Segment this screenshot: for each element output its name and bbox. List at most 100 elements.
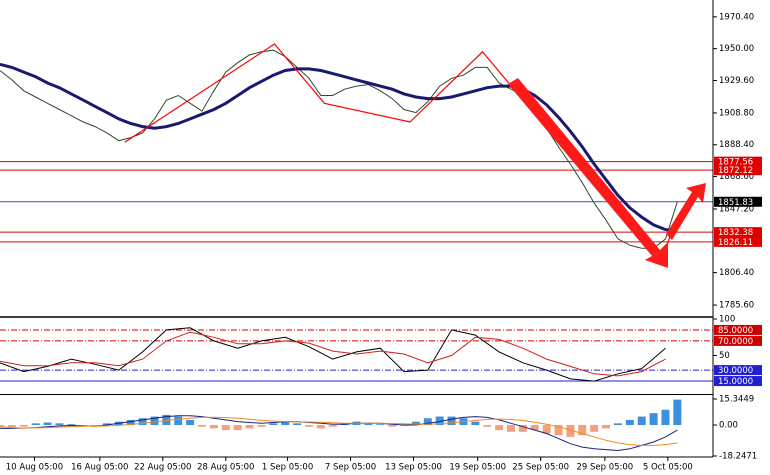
- histogram-bar: [31, 423, 40, 426]
- histogram-bar: [411, 421, 420, 426]
- histogram-bar: [554, 425, 563, 436]
- histogram-bar: [198, 425, 207, 427]
- trend-arrow-down: [508, 78, 668, 268]
- level-label: 1832.38: [718, 228, 753, 238]
- histogram-bar: [673, 399, 682, 426]
- histogram-bar: [245, 425, 254, 429]
- y-tick-label: 1785.60: [719, 301, 754, 311]
- histogram-bar: [257, 425, 266, 427]
- histogram-bar: [7, 425, 16, 428]
- series-line: [0, 49, 678, 249]
- histogram-bar: [661, 409, 670, 426]
- level-label-box: [714, 227, 762, 238]
- x-tick-label: 10 Aug 05:00: [6, 463, 63, 473]
- level-label: 70.0000: [718, 337, 753, 347]
- histogram-bar: [328, 425, 337, 427]
- series-line: [0, 415, 678, 452]
- y-tick-label: 1847.20: [719, 205, 754, 215]
- y-tick-label: 15.3449: [719, 395, 754, 405]
- series-line: [0, 327, 666, 382]
- histogram-bar: [483, 425, 492, 427]
- histogram-bar: [221, 425, 230, 431]
- histogram-bar: [43, 422, 52, 426]
- x-tick-label: 25 Sep 05:00: [512, 463, 569, 473]
- histogram-bar: [506, 425, 515, 432]
- histogram-bar: [602, 425, 611, 429]
- level-label: 85.0000: [718, 326, 753, 336]
- level-label-box: [714, 196, 762, 207]
- y-tick-label: 50: [719, 351, 730, 361]
- histogram-bar: [376, 424, 385, 426]
- x-tick-label: 16 Aug 05:00: [71, 463, 128, 473]
- histogram-bar: [55, 423, 64, 426]
- histogram-bar: [530, 425, 539, 431]
- x-tick-label: 7 Sep 05:00: [325, 463, 376, 473]
- histogram-bar: [542, 425, 551, 434]
- histogram-bar: [566, 425, 575, 437]
- histogram-bar: [590, 425, 599, 432]
- y-tick-label: 1950.00: [719, 44, 754, 54]
- histogram-bar: [495, 425, 504, 431]
- histogram-bar: [304, 425, 313, 427]
- trend-arrow-up: [666, 183, 706, 240]
- histogram-bar: [174, 416, 183, 426]
- x-tick-label: 29 Sep 05:00: [576, 463, 633, 473]
- histogram-bar: [578, 425, 587, 436]
- series-line: [0, 331, 666, 377]
- histogram-bar: [625, 419, 634, 426]
- histogram-bar: [138, 418, 147, 426]
- histogram-bar: [471, 421, 480, 426]
- histogram-bar: [126, 419, 135, 426]
- y-tick-label: 1868.00: [719, 172, 754, 182]
- level-label-box: [714, 365, 762, 376]
- y-tick-label: 100: [719, 315, 735, 325]
- x-tick-label: 28 Aug 05:00: [197, 463, 254, 473]
- x-tick-label: 5 Oct 05:00: [643, 463, 693, 473]
- histogram-bar: [0, 425, 4, 427]
- histogram-bar: [293, 423, 302, 426]
- x-tick-label: 22 Aug 05:00: [134, 463, 191, 473]
- histogram-bar: [162, 414, 171, 426]
- histogram-bar: [637, 416, 646, 426]
- y-tick-label: -18.2471: [719, 452, 757, 462]
- histogram-bar: [613, 423, 622, 426]
- y-tick-label: 1806.40: [719, 268, 754, 278]
- y-tick-label: 1929.60: [719, 76, 754, 86]
- histogram-bar: [186, 419, 195, 426]
- histogram-bar: [364, 423, 373, 426]
- histogram-bar: [209, 425, 218, 429]
- series-line: [0, 416, 678, 446]
- chart-layers: 1970.40 1950.00 1929.60 1908.80 1888.40 1868.…: [0, 12, 762, 473]
- level-label: 15.0000: [718, 377, 753, 387]
- y-tick-label: 1888.40: [719, 140, 754, 150]
- level-label-box: [714, 165, 762, 176]
- x-tick-label: 13 Sep 05:00: [385, 463, 442, 473]
- level-label-box: [714, 376, 762, 387]
- histogram-bar: [150, 416, 159, 426]
- x-tick-label: 1 Sep 05:00: [262, 463, 313, 473]
- level-label: 1826.11: [718, 238, 753, 248]
- level-label: 1872.12: [718, 166, 753, 176]
- level-label-box: [714, 335, 762, 346]
- series-line: [0, 62, 678, 233]
- histogram-bar: [67, 424, 76, 426]
- y-tick-label: 1908.80: [719, 108, 754, 118]
- histogram-bar: [518, 425, 527, 432]
- histogram-bar: [435, 416, 444, 426]
- histogram-bar: [19, 425, 28, 427]
- y-tick-label: 1970.40: [719, 12, 754, 22]
- x-tick-label: 19 Sep 05:00: [449, 463, 506, 473]
- level-label-box: [714, 236, 762, 247]
- level-label: 1877.56: [718, 158, 753, 168]
- level-label: 30.0000: [718, 366, 753, 376]
- histogram-bar: [233, 425, 242, 431]
- histogram-bar: [316, 425, 325, 429]
- histogram-bar: [269, 423, 278, 426]
- level-label: 1851.83: [718, 198, 753, 208]
- histogram-bar: [281, 421, 290, 426]
- histogram-bar: [388, 425, 397, 427]
- level-label-box: [714, 156, 762, 167]
- y-tick-label: 0.00: [719, 421, 738, 431]
- histogram-bar: [423, 418, 432, 426]
